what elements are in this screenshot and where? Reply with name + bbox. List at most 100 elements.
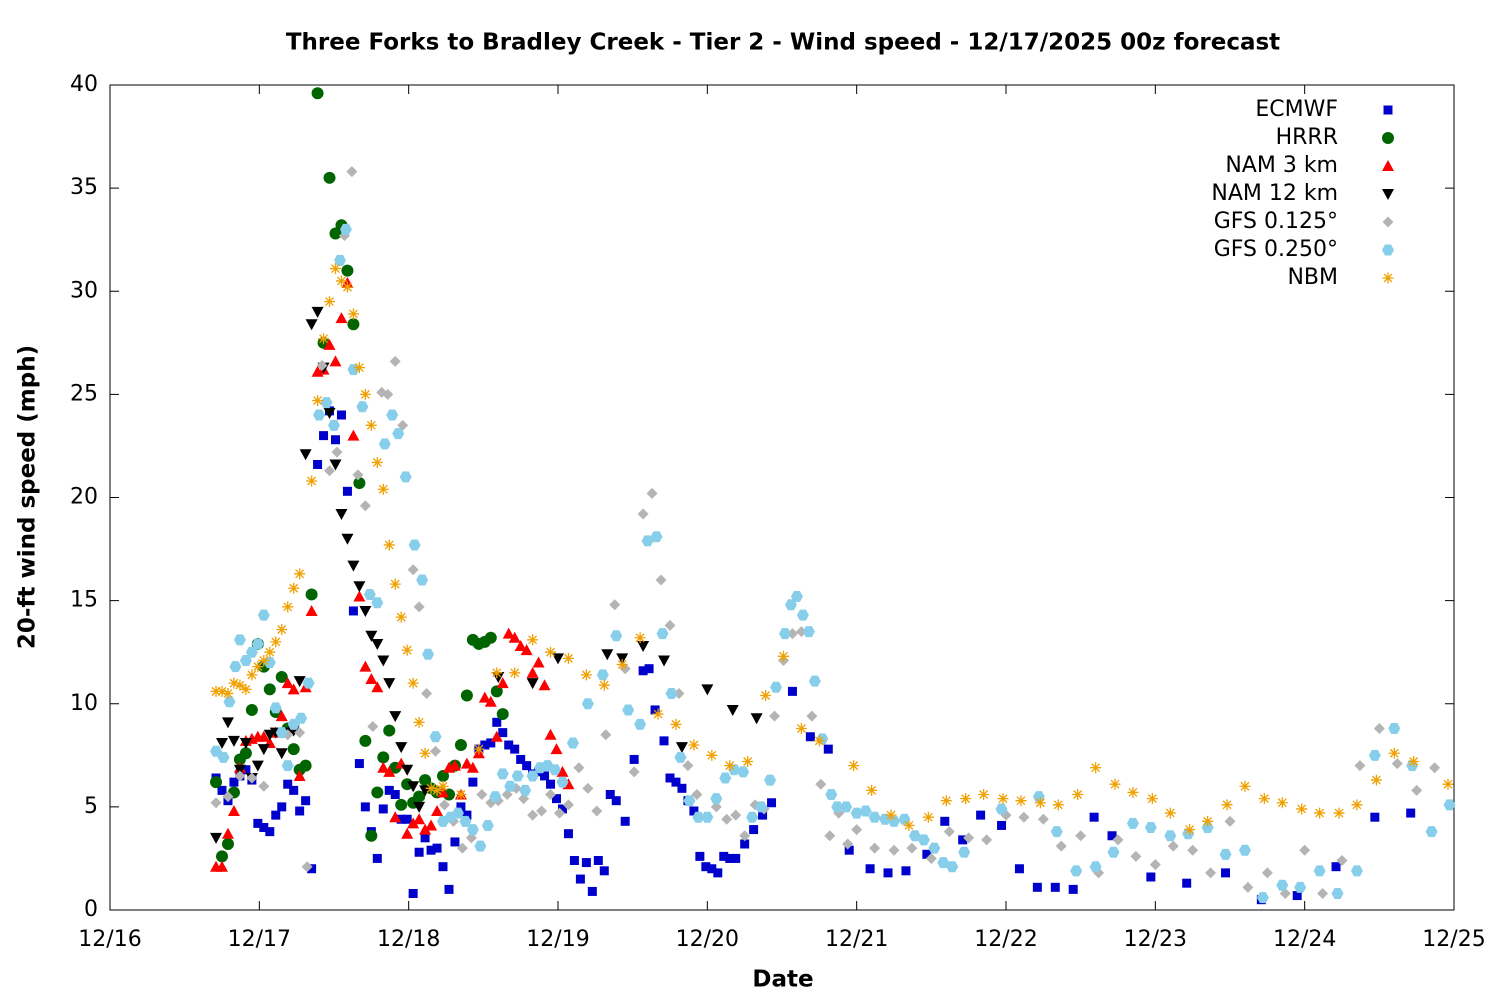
data-point <box>501 789 513 800</box>
x-axis-label: Date <box>752 967 813 993</box>
data-point <box>1429 762 1441 774</box>
data-point <box>399 471 412 483</box>
legend-marker <box>1382 132 1394 144</box>
data-point <box>641 535 654 547</box>
y-tick-label: 10 <box>70 691 98 716</box>
data-point <box>1276 797 1288 809</box>
data-point <box>282 601 294 613</box>
data-point <box>216 850 228 863</box>
data-point <box>455 789 467 800</box>
data-point <box>365 419 377 431</box>
data-point <box>582 782 594 794</box>
data-point <box>526 678 539 690</box>
data-point <box>223 696 236 708</box>
data-point <box>813 735 825 747</box>
data-point <box>460 689 473 702</box>
data-point <box>1242 881 1254 893</box>
data-point <box>258 780 270 792</box>
data-point <box>430 745 442 757</box>
data-point <box>1167 840 1179 852</box>
data-point <box>301 796 311 806</box>
data-point <box>353 581 366 593</box>
data-point <box>281 677 294 689</box>
data-point <box>474 840 487 852</box>
data-point <box>347 308 359 320</box>
data-point <box>701 684 714 696</box>
data-point <box>233 634 246 646</box>
data-point <box>413 716 425 728</box>
data-point <box>408 539 421 551</box>
data-point <box>620 816 630 826</box>
data-point <box>1144 822 1157 833</box>
data-point <box>764 774 777 786</box>
data-point <box>316 360 328 371</box>
data-point <box>1127 786 1139 798</box>
data-point <box>210 685 222 697</box>
data-point <box>258 654 270 666</box>
data-point <box>1276 879 1289 891</box>
data-point <box>371 597 384 609</box>
data-point <box>246 772 258 784</box>
data-point <box>1370 812 1380 822</box>
data-point <box>922 811 934 823</box>
data-point <box>767 798 777 808</box>
data-point <box>222 791 234 803</box>
data-point <box>221 827 234 839</box>
data-point <box>271 810 281 820</box>
data-point <box>866 784 878 796</box>
data-point <box>210 832 223 844</box>
data-point <box>1391 758 1403 770</box>
data-point <box>805 732 815 742</box>
data-point <box>246 669 258 681</box>
y-tick-label: 5 <box>84 794 98 819</box>
data-point <box>701 811 714 823</box>
data-point <box>688 739 700 751</box>
y-tick-label: 20 <box>70 485 98 510</box>
data-point <box>227 805 240 816</box>
data-point <box>301 861 313 873</box>
data-point <box>637 641 650 652</box>
data-point <box>903 819 915 831</box>
data-point <box>580 669 592 681</box>
data-point <box>275 748 288 760</box>
data-point <box>1224 815 1236 827</box>
data-point <box>746 811 759 823</box>
data-point <box>1219 848 1232 860</box>
x-tick-label: 12/17 <box>228 927 291 952</box>
data-point <box>210 745 223 757</box>
data-point <box>726 704 739 716</box>
data-point <box>750 713 763 725</box>
data-point <box>692 811 705 823</box>
data-point <box>432 843 442 853</box>
data-point <box>311 306 324 318</box>
data-point <box>269 702 282 714</box>
data-point <box>1089 861 1102 873</box>
data-point <box>760 690 772 701</box>
data-point <box>851 824 863 836</box>
data-point <box>749 825 759 835</box>
data-point <box>347 318 360 331</box>
data-point <box>787 686 797 696</box>
data-point <box>439 799 451 811</box>
data-point <box>319 431 329 441</box>
data-point <box>257 730 270 742</box>
data-point <box>925 852 937 864</box>
data-point <box>281 760 294 772</box>
data-point <box>1109 778 1121 790</box>
data-point <box>683 795 696 807</box>
data-point <box>460 757 473 769</box>
data-point <box>1107 831 1117 841</box>
data-point <box>420 833 430 843</box>
data-point <box>790 591 803 602</box>
data-point <box>656 628 669 640</box>
data-point <box>658 655 671 667</box>
data-point <box>591 805 603 817</box>
data-point <box>1351 799 1363 811</box>
data-point <box>1014 864 1024 874</box>
data-point <box>421 687 433 699</box>
data-point <box>407 817 420 829</box>
data-point <box>650 531 663 543</box>
legend-marker <box>1382 244 1394 256</box>
